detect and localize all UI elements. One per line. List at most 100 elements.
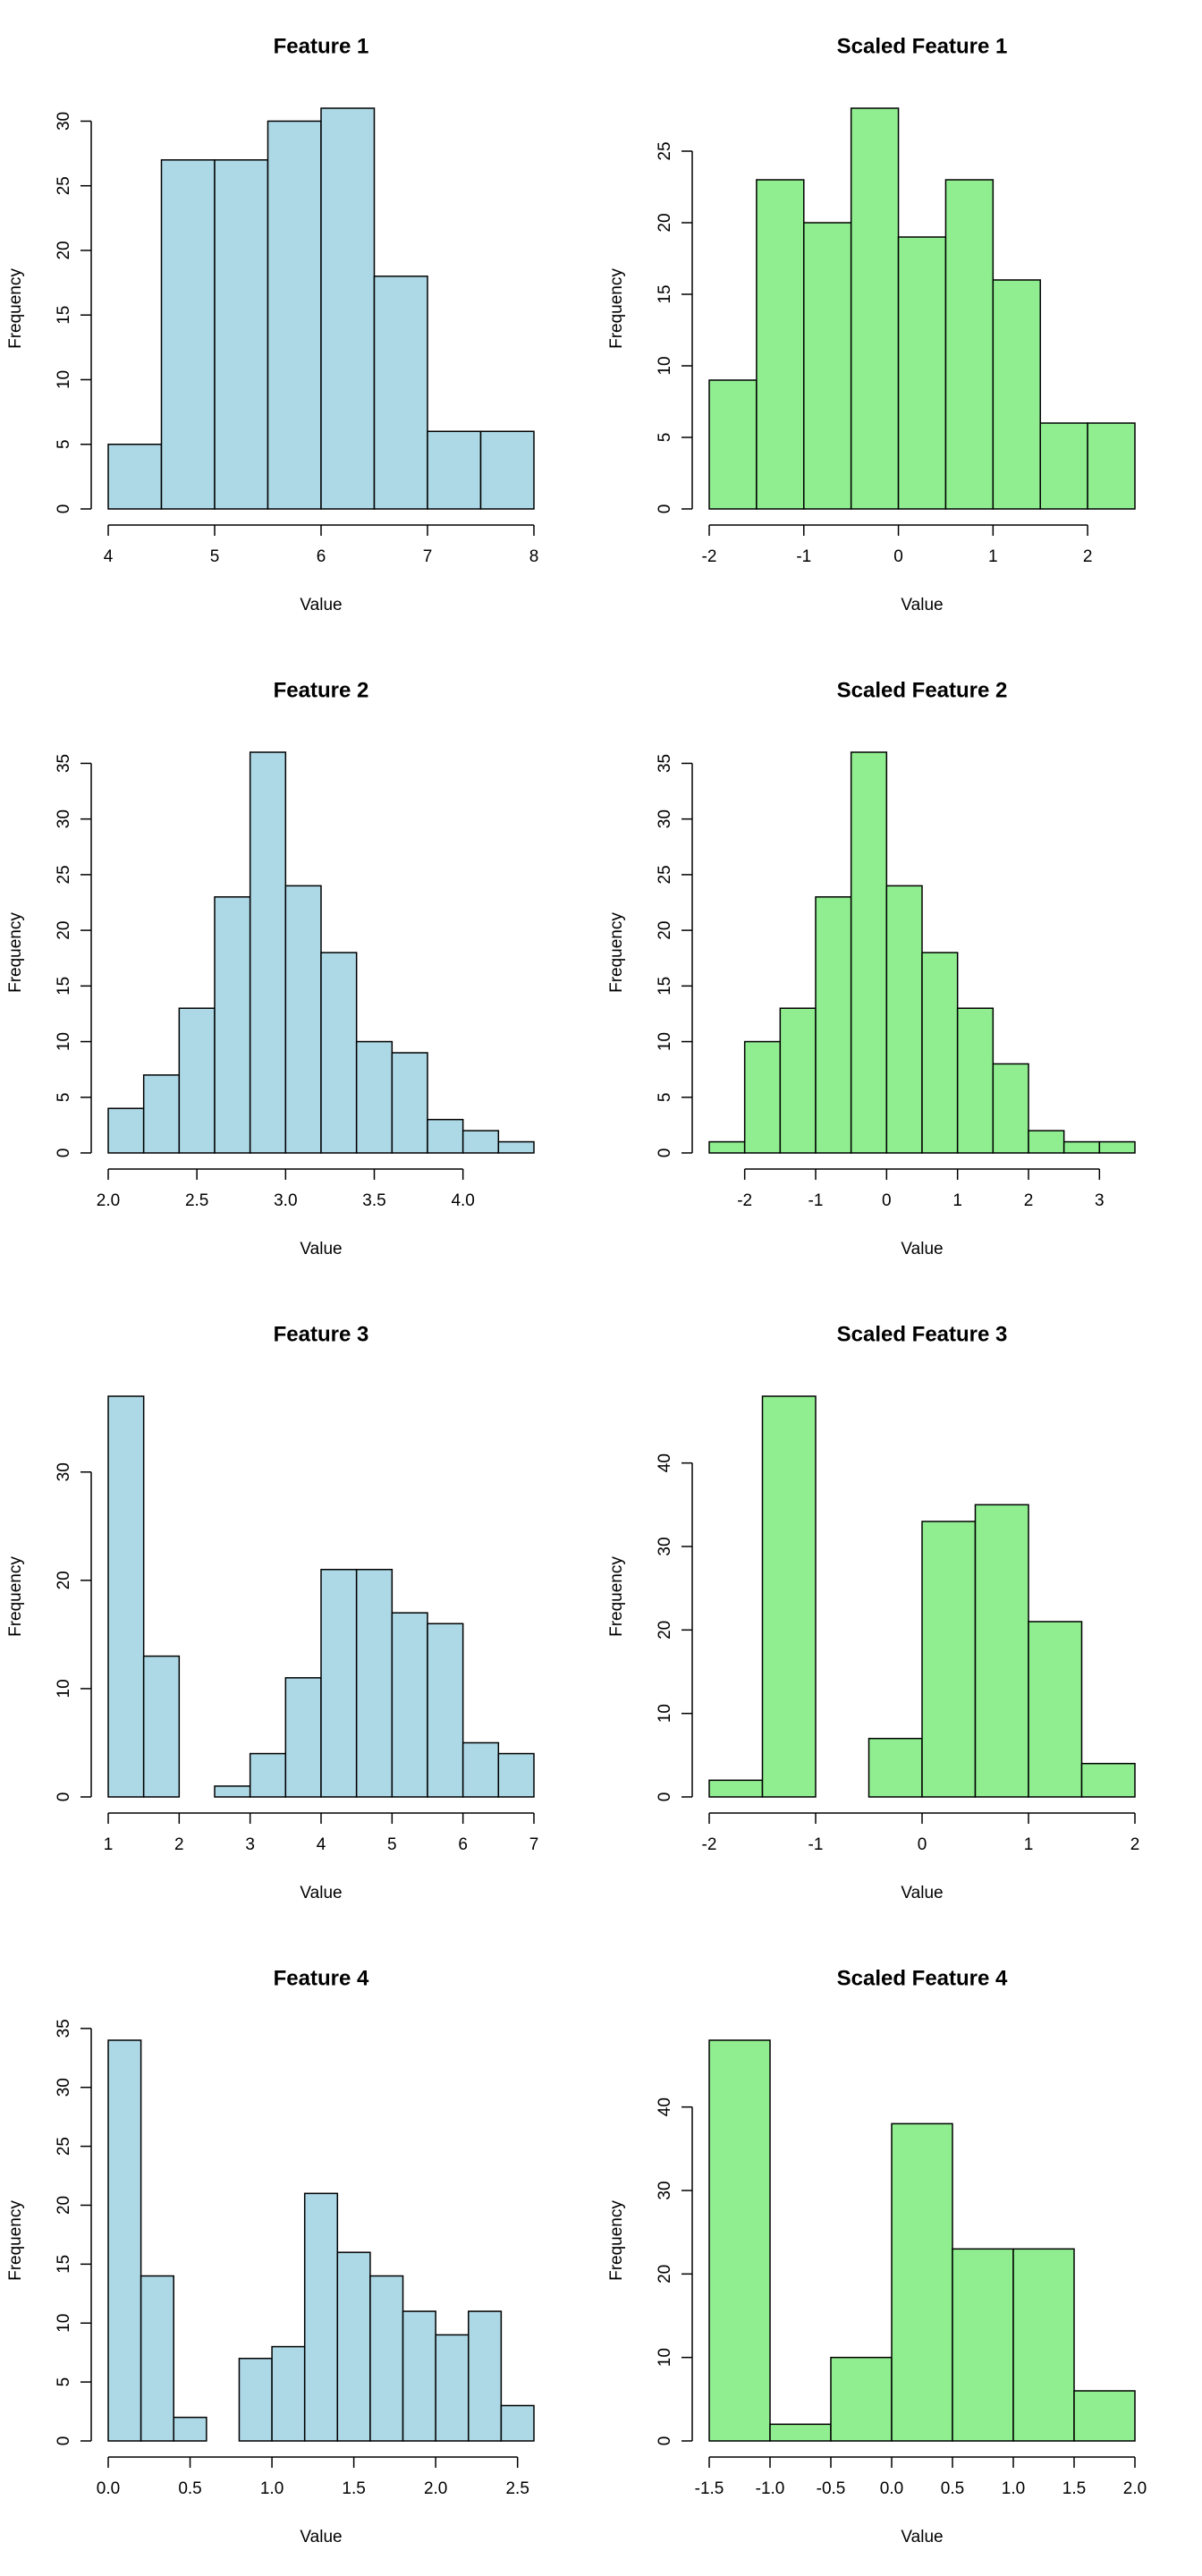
y-tick-label: 25 <box>55 2137 73 2156</box>
y-tick-label: 10 <box>55 1679 73 1698</box>
histogram-bar <box>284 885 322 1154</box>
histogram-bar <box>284 1677 322 1798</box>
chart-title: Feature 1 <box>274 34 369 58</box>
y-tick-label: 5 <box>656 1092 674 1102</box>
y-tick-label: 5 <box>656 433 674 443</box>
histogram-bar <box>214 1785 251 1798</box>
histogram-bar <box>303 2192 339 2442</box>
x-tick-label: 8 <box>529 547 539 566</box>
histogram-bar <box>160 159 216 510</box>
y-axis-label: Frequency <box>6 1556 25 1637</box>
histogram-bar <box>355 1568 394 1798</box>
histogram-bar <box>1012 2248 1075 2442</box>
histogram-bar <box>140 2275 174 2442</box>
histogram-bar <box>708 1140 746 1154</box>
histogram-bar <box>336 2251 371 2442</box>
histogram-bar <box>107 1395 145 1798</box>
y-axis-label: Frequency <box>6 2200 25 2281</box>
y-tick-label: 15 <box>55 977 73 996</box>
x-tick-label: 1 <box>988 547 998 566</box>
histogram-bar <box>992 279 1041 510</box>
x-tick-label: 0.0 <box>880 2479 903 2498</box>
chart-title: Feature 4 <box>274 1966 369 1990</box>
histogram-bar <box>497 1752 535 1798</box>
y-tick-label: 10 <box>55 2314 73 2333</box>
x-axis-label: Value <box>901 596 943 614</box>
histogram-bar <box>756 179 805 510</box>
x-tick-label: 1.5 <box>1062 2479 1086 2498</box>
histogram-bar <box>214 896 251 1154</box>
y-tick-label: 25 <box>656 865 674 884</box>
histogram-bar <box>497 1140 535 1154</box>
x-tick-label: 2 <box>1024 1191 1034 1210</box>
x-tick-label: 7 <box>529 1835 539 1854</box>
y-tick-label: 0 <box>55 504 73 514</box>
histogram-bar <box>921 952 959 1154</box>
histogram-bar <box>391 1612 428 1798</box>
x-tick-label: 5 <box>210 547 220 566</box>
histogram-bar <box>921 1521 977 1798</box>
histogram-bar <box>1073 2390 1136 2442</box>
y-tick-label: 5 <box>55 439 73 449</box>
y-tick-label: 5 <box>55 1092 73 1102</box>
x-tick-label: 1.5 <box>342 2479 365 2498</box>
y-tick-label: 10 <box>55 370 73 389</box>
x-tick-label: 2.5 <box>185 1191 208 1210</box>
y-axis-label: Frequency <box>607 1556 626 1637</box>
histogram-bar <box>391 1052 428 1154</box>
x-tick-label: 4 <box>104 547 114 566</box>
x-tick-label: 3 <box>1095 1191 1105 1210</box>
y-tick-label: 25 <box>55 176 73 195</box>
x-axis-label: Value <box>300 596 342 614</box>
histogram-bar <box>1039 422 1088 510</box>
y-tick-label: 35 <box>656 754 674 773</box>
y-tick-label: 15 <box>656 284 674 303</box>
chart-title: Feature 2 <box>274 678 369 702</box>
y-tick-label: 25 <box>656 141 674 160</box>
y-tick-label: 10 <box>656 1704 674 1723</box>
histogram-bar <box>868 1737 923 1798</box>
x-axis-label: Value <box>901 1240 943 1258</box>
histogram-bar <box>435 2334 470 2442</box>
histogram-bar <box>461 1130 500 1154</box>
histogram-bar <box>271 2345 306 2442</box>
y-tick-label: 30 <box>656 2181 674 2199</box>
x-tick-label: -1 <box>808 1835 824 1854</box>
histogram-bar <box>803 222 852 510</box>
histogram-bar <box>708 379 758 510</box>
x-axis-label: Value <box>901 2528 943 2546</box>
histogram-bar <box>373 275 428 510</box>
x-axis-label: Value <box>901 1884 943 1902</box>
histogram-bar <box>891 2123 953 2442</box>
x-axis-label: Value <box>300 1884 342 1902</box>
y-tick-label: 30 <box>656 1537 674 1555</box>
x-tick-label: 0.5 <box>941 2479 964 2498</box>
x-tick-label: 4.0 <box>451 1191 474 1210</box>
histogram-bar <box>1028 1621 1083 1798</box>
x-tick-label: 3 <box>245 1835 255 1854</box>
y-tick-label: 30 <box>55 1462 73 1481</box>
histogram-bar <box>1028 1130 1065 1154</box>
x-tick-label: 2 <box>1083 547 1093 566</box>
histogram-bar <box>249 751 287 1154</box>
histogram-bar <box>897 236 947 510</box>
histogram-bar <box>779 1007 817 1154</box>
y-tick-label: 15 <box>656 977 674 996</box>
histogram-bar <box>249 1752 287 1798</box>
x-tick-label: 1.0 <box>1002 2479 1025 2498</box>
y-tick-label: 0 <box>55 2436 73 2446</box>
y-tick-label: 0 <box>656 2436 674 2446</box>
y-tick-label: 30 <box>55 112 73 131</box>
x-axis-label: Value <box>300 2528 342 2546</box>
y-tick-label: 30 <box>656 809 674 828</box>
histogram-bar <box>956 1007 995 1154</box>
histogram-bar <box>952 2248 1014 2442</box>
x-tick-label: 1 <box>1024 1835 1034 1854</box>
x-tick-label: -1.5 <box>695 2479 724 2498</box>
histogram-bar <box>427 430 482 510</box>
y-tick-label: 5 <box>55 2377 73 2387</box>
y-tick-label: 0 <box>656 1792 674 1802</box>
x-tick-label: 0.0 <box>97 2479 120 2498</box>
y-tick-label: 40 <box>656 2097 674 2116</box>
x-tick-label: 5 <box>387 1835 397 1854</box>
